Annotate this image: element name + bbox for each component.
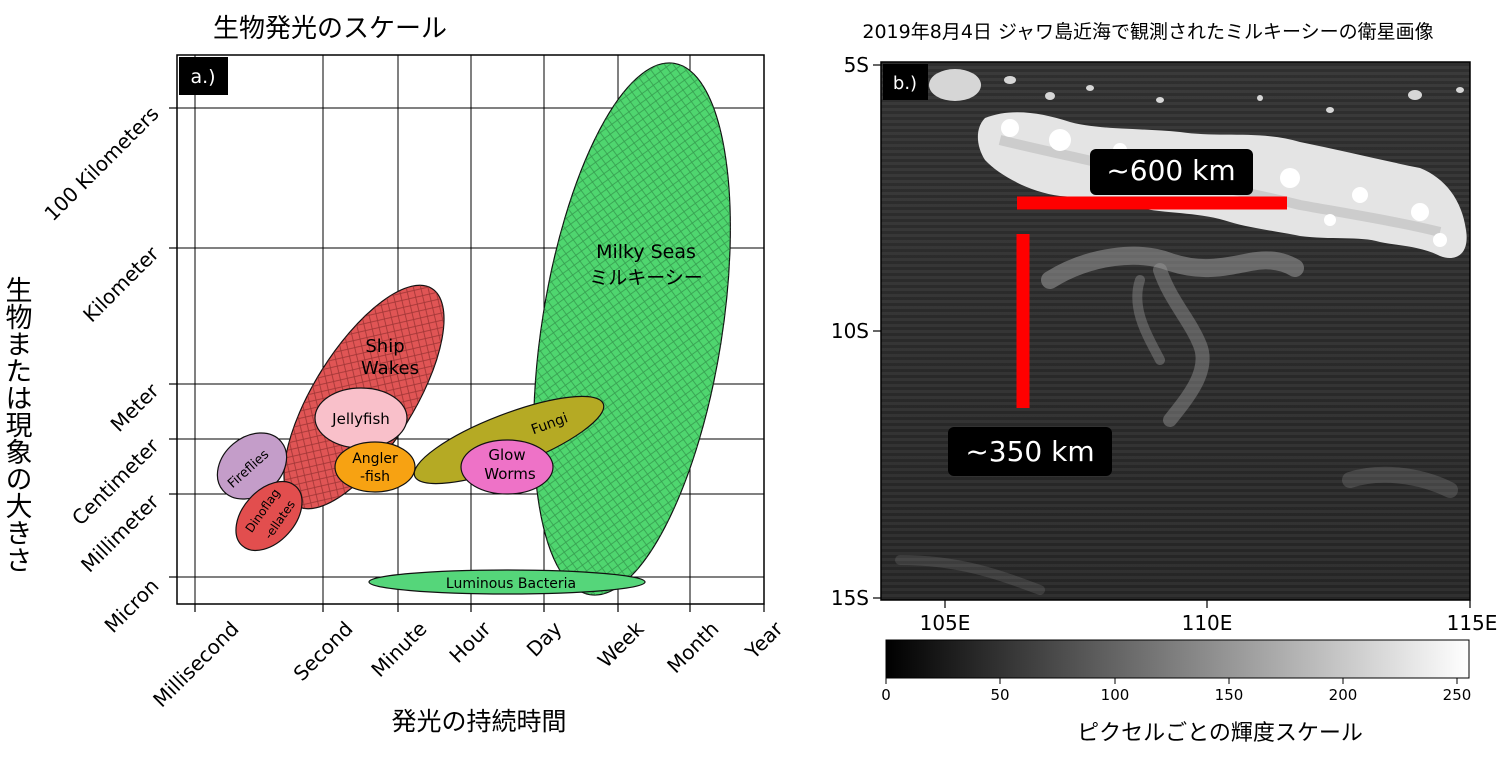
x-tick-105e: 105E [920, 611, 971, 635]
panel-a-regions [216, 62, 731, 596]
panel-b-x-ticks [944, 600, 1471, 608]
milky-seas-hatch [533, 62, 731, 596]
x-tick-minute: Minute [366, 617, 431, 682]
colorbar-ticks [885, 678, 1458, 684]
colorbar-label: ピクセルごとの輝度スケール [1077, 721, 1363, 746]
panel-b-label-box [883, 64, 928, 100]
y-tick-5s: 5S [844, 53, 869, 77]
panel-b-title: 2019年8月4日 ジャワ島近海で観測されたミルキーシーの衛星画像 [862, 21, 1433, 43]
panel-a-ylabel: 生物または現象の大きさ [1, 276, 33, 573]
milky-sea-glow [895, 246, 1458, 595]
x-tick-week: Week [593, 616, 649, 672]
label-glow-worms-1: Glow [488, 446, 525, 464]
colorbar [885, 639, 1470, 679]
x-tick-day: Day [522, 616, 567, 661]
label-luminous-bacteria: Luminous Bacteria [446, 576, 576, 592]
x-tick-second: Second [289, 617, 358, 686]
x-tick-110e: 110E [1182, 611, 1233, 635]
satellite-image [881, 62, 1470, 600]
annotation-600km-box [1090, 149, 1253, 195]
panel-a-x-ticks [194, 604, 765, 612]
label-angler-fish-1: Angler [352, 451, 398, 467]
label-ship-wakes-1: Ship [365, 336, 404, 357]
annotation-350km: ~350 km [965, 435, 1094, 468]
y-tick-meter: Meter [106, 378, 164, 436]
x-tick-month: Month [662, 617, 723, 678]
y-tick-100-kilometers: 100 Kilometers [39, 102, 163, 226]
x-tick-year: Year [740, 616, 788, 664]
cbar-tick-0: 0 [881, 686, 891, 704]
label-jellyfish: Jellyfish [331, 410, 390, 428]
panel-a-xlabel: 発光の持続時間 [391, 707, 566, 736]
label-milky-seas-jp: ミルキーシー [589, 267, 703, 289]
y-tick-kilometer: Kilometer [78, 241, 164, 327]
angler-fish-region [334, 441, 416, 493]
dinoflagellates-region [235, 480, 303, 552]
panel-a-label: a.) [190, 66, 215, 88]
panel-b-x-tick-labels: 105E 110E 115E [920, 611, 1498, 635]
x-tick-millisecond: Millisecond [148, 617, 243, 712]
panel-a-x-tick-labels: Millisecond Second Minute Hour Day Week … [148, 616, 788, 712]
panel-a-label-box [179, 57, 228, 95]
panel-b-y-ticks [873, 64, 881, 599]
colorbar-tick-labels: 0 50 100 150 200 250 [881, 686, 1471, 704]
y-tick-micron: Micron [100, 574, 164, 638]
y-tick-15s: 15S [831, 586, 869, 610]
cbar-tick-200: 200 [1329, 686, 1358, 704]
panel-b-y-tick-labels: 5S 10S 15S [831, 53, 869, 610]
panel-a-plot-area: Milky Seas ミルキーシー Ship Wakes Jellyfish F… [176, 54, 765, 605]
label-ship-wakes-2: Wakes [361, 358, 419, 379]
glow-worms-region [460, 439, 554, 495]
panel-a-y-ticks [169, 107, 177, 578]
label-milky-seas: Milky Seas [596, 241, 696, 263]
cbar-tick-100: 100 [1101, 686, 1130, 704]
panel-a-y-tick-labels: Micron Millimeter Centimeter Meter Kilom… [39, 102, 164, 638]
cbar-tick-250: 250 [1443, 686, 1472, 704]
label-angler-fish-2: -fish [360, 469, 390, 485]
x-tick-hour: Hour [444, 616, 496, 668]
annotation-600km: ~600 km [1106, 154, 1235, 187]
panel-a-title: 生物発光のスケール [213, 14, 447, 44]
panel-b-label: b.) [893, 73, 917, 94]
x-tick-115e: 115E [1447, 611, 1498, 635]
cbar-tick-50: 50 [990, 686, 1009, 704]
luminous-bacteria-region [368, 569, 646, 595]
annotation-350km-box [948, 427, 1112, 476]
y-tick-10s: 10S [831, 319, 869, 343]
label-glow-worms-2: Worms [484, 465, 536, 483]
cbar-tick-150: 150 [1215, 686, 1244, 704]
northern-lights-dots [929, 69, 1464, 113]
